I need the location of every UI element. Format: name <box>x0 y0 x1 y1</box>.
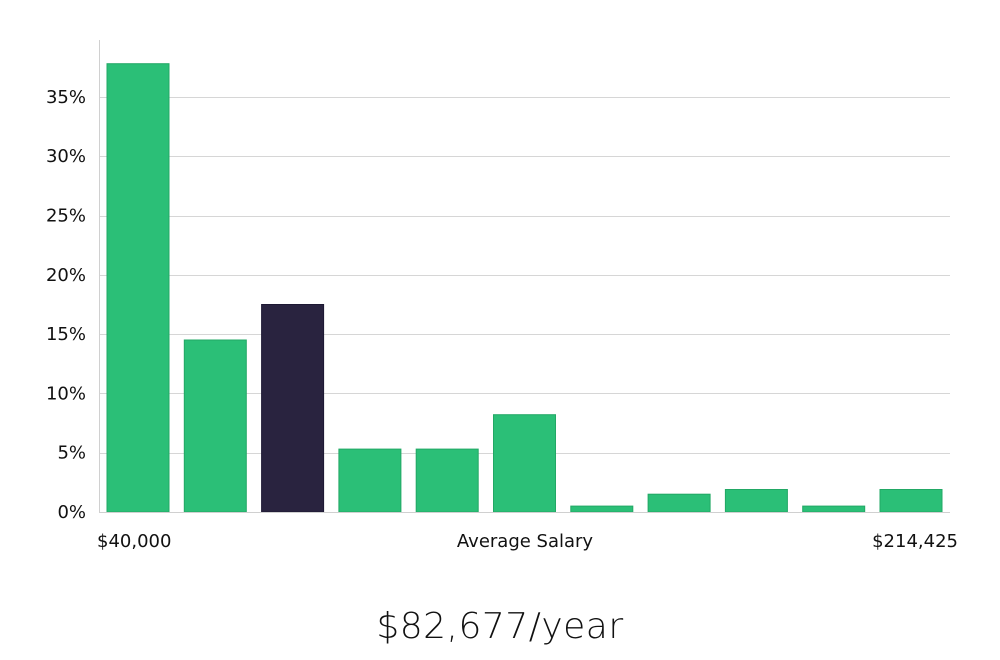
y-tick-label: 30% <box>46 146 86 167</box>
bar <box>415 448 479 513</box>
average-salary-value: $82,677/year <box>376 606 624 647</box>
bar <box>106 63 170 513</box>
x-axis-label: Average Salary <box>457 531 594 552</box>
bar <box>724 489 788 513</box>
bar <box>802 505 866 513</box>
bar <box>647 493 711 513</box>
y-tick-label: 0% <box>57 502 86 523</box>
bar <box>338 448 402 513</box>
x-min-label: $40,000 <box>97 531 171 552</box>
y-tick-label: 35% <box>46 87 86 108</box>
bar-highlighted <box>261 304 325 513</box>
bar <box>183 339 247 513</box>
y-tick-label: 10% <box>46 383 86 404</box>
y-tick-label: 25% <box>46 206 86 227</box>
bar <box>493 414 556 513</box>
salary-histogram: 0% 5% 10% 15% 20% 25% 30% 35% $40,000 Average S… <box>46 40 958 552</box>
y-tick-label: 5% <box>57 443 86 464</box>
bar <box>570 505 634 513</box>
x-max-label: $214,425 <box>872 531 958 552</box>
y-tick-labels: 0% 5% 10% 15% 20% 25% 30% 35% <box>46 87 86 523</box>
bars <box>106 63 943 513</box>
y-tick-label: 20% <box>46 265 86 286</box>
y-tick-label: 15% <box>46 324 86 345</box>
bar <box>879 489 943 513</box>
